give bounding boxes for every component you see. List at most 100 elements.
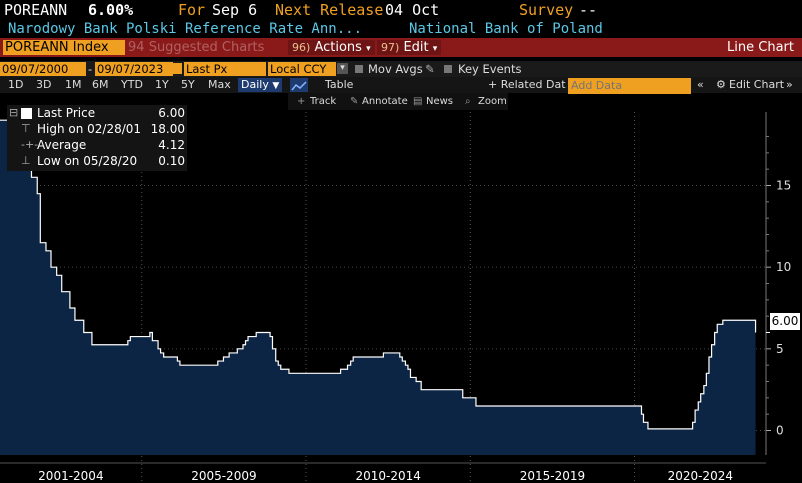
price-line: [0, 119, 757, 430]
period-max[interactable]: Max: [208, 78, 231, 91]
edit-label: Edit: [403, 40, 429, 55]
low-marker-icon: ⊥: [21, 154, 31, 167]
security-source: National Bank of Poland: [409, 21, 603, 37]
frequency-label: Daily: [241, 78, 269, 91]
news-button[interactable]: News: [426, 96, 454, 107]
period-1m[interactable]: 1M: [65, 78, 82, 91]
calendar-icon[interactable]: [172, 63, 182, 74]
low-value: 0.10: [158, 154, 185, 168]
zoom-icon[interactable]: ⌕: [465, 96, 471, 107]
gear-icon[interactable]: ⚙: [716, 78, 726, 91]
edit-num: 97): [381, 41, 400, 54]
security-input[interactable]: POREANN Index: [3, 40, 125, 55]
high-value: 18.00: [150, 122, 185, 136]
chart-tools-toolbar: [288, 93, 508, 110]
frequency-dropdown[interactable]: Daily ▼: [238, 78, 283, 92]
currency-dropdown-icon[interactable]: ▾: [337, 63, 348, 74]
field-dropdown-icon[interactable]: [260, 62, 266, 76]
last-value-tag: 6.00: [770, 313, 800, 330]
description-row: Narodowy Bank Polski Reference Rate Ann.…: [0, 20, 802, 38]
chart-legend: ⊟ Last Price 6.00 ⊤ High on 02/28/01 18.…: [7, 105, 187, 171]
actions-label: Actions: [314, 40, 362, 55]
period-1y[interactable]: 1Y: [155, 78, 169, 91]
y-tick-label: 15: [776, 179, 791, 193]
period-label: 2001-2004: [38, 469, 103, 483]
news-icon[interactable]: ▤: [413, 96, 423, 107]
more-icon[interactable]: »: [786, 78, 793, 91]
chevron-down-icon: ▾: [432, 44, 438, 54]
security-header: POREANN 6.00% For Sep 6 Next Release 04 …: [0, 0, 802, 20]
field-selector[interactable]: Last Px: [184, 62, 264, 76]
edit-button[interactable]: 97) Edit ▾: [377, 40, 442, 55]
actions-button[interactable]: 96) Actions ▾: [288, 40, 375, 55]
key-events-checkbox[interactable]: [444, 65, 452, 73]
collapse-legend-icon[interactable]: ⊟: [9, 106, 19, 119]
average-line-icon: -+-: [21, 138, 39, 151]
date-separator: -: [88, 62, 93, 76]
ticker-label: POREANN: [4, 1, 68, 19]
high-label: High on 02/28/01: [37, 122, 142, 136]
security-description: Narodowy Bank Polski Reference Rate Ann.…: [8, 21, 363, 37]
zoom-button[interactable]: Zoom: [478, 96, 507, 107]
low-label: Low on 05/28/20: [37, 154, 138, 168]
mov-avgs-label[interactable]: Mov Avgs: [368, 62, 423, 76]
next-release-date: 04 Oct: [385, 1, 440, 19]
track-button[interactable]: Track: [310, 96, 337, 107]
for-date: Sep 6: [212, 1, 258, 19]
actions-num: 96): [292, 41, 311, 54]
y-tick-label: 0: [776, 424, 784, 438]
y-tick-label: 10: [776, 260, 791, 274]
period-label: 2020-2024: [668, 469, 733, 483]
edit-chart-button[interactable]: Edit Chart: [729, 78, 785, 91]
period-label: 2005-2009: [191, 469, 256, 483]
last-price-label: Last Price: [37, 106, 96, 120]
key-events-label[interactable]: Key Events: [458, 62, 522, 76]
chevron-down-icon: ▾: [366, 44, 371, 54]
average-value: 4.12: [158, 138, 185, 152]
line-chart-icon[interactable]: [290, 78, 308, 92]
line-chart-icon-svg: [291, 81, 307, 91]
price-chart[interactable]: 0 5 10 15 2001-2004 2005-2009 2010-2014 2015-2…: [0, 93, 802, 483]
high-marker-icon: ⊤: [21, 122, 31, 135]
period-6m[interactable]: 6M: [92, 78, 109, 91]
suggested-label: Suggested Charts: [148, 40, 265, 55]
start-date-field[interactable]: 09/07/2000: [0, 62, 86, 76]
currency-selector[interactable]: Local CCY: [268, 62, 336, 76]
track-icon[interactable]: +: [297, 96, 306, 107]
legend-last-price: ⊟ Last Price 6.00: [7, 105, 187, 121]
chart-plot: [0, 119, 757, 456]
end-date-field[interactable]: 09/07/2023: [95, 62, 173, 76]
suggested-charts-button[interactable]: 94 Suggested Charts: [128, 40, 264, 55]
period-3d[interactable]: 3D: [36, 78, 52, 91]
table-button[interactable]: Table: [325, 78, 354, 91]
add-data-input[interactable]: [568, 78, 691, 94]
legend-average: -+- Average 4.12: [7, 137, 187, 153]
related-data-button[interactable]: + Related Dat: [488, 78, 566, 91]
period-1d[interactable]: 1D: [8, 78, 24, 91]
area-fill: [0, 120, 756, 456]
annotate-icon[interactable]: ✎: [350, 96, 359, 107]
legend-low: ⊥ Low on 05/28/20 0.10: [7, 153, 187, 169]
for-label: For: [178, 1, 206, 19]
legend-high: ⊤ High on 02/28/01 18.00: [7, 121, 187, 137]
next-release-label: Next Release: [275, 1, 384, 19]
average-label: Average: [37, 138, 87, 152]
period-ytd[interactable]: YTD: [121, 78, 143, 91]
collapse-icon[interactable]: «: [697, 78, 704, 91]
period-label: 2015-2019: [520, 469, 585, 483]
last-price-swatch: [21, 108, 32, 119]
y-tick-label: 5: [776, 342, 784, 356]
y-axis: 0 5 10 15: [765, 112, 791, 455]
survey-label: Survey: [519, 1, 574, 19]
period-label: 2010-2014: [355, 469, 420, 483]
survey-value: --: [579, 1, 598, 19]
last-price-value: 6.00: [158, 106, 185, 120]
pencil-icon[interactable]: ✎: [425, 62, 435, 76]
annotate-button[interactable]: Annotate: [362, 96, 408, 107]
period-5y[interactable]: 5Y: [181, 78, 195, 91]
chevron-down-icon: ▼: [272, 81, 280, 91]
last-value: 6.00%: [88, 1, 134, 19]
chart-type-label: Line Chart: [727, 40, 794, 55]
mov-avgs-checkbox[interactable]: [355, 65, 363, 73]
x-axis: 2001-2004 2005-2009 2010-2014 2015-2019 2020…: [0, 462, 766, 483]
